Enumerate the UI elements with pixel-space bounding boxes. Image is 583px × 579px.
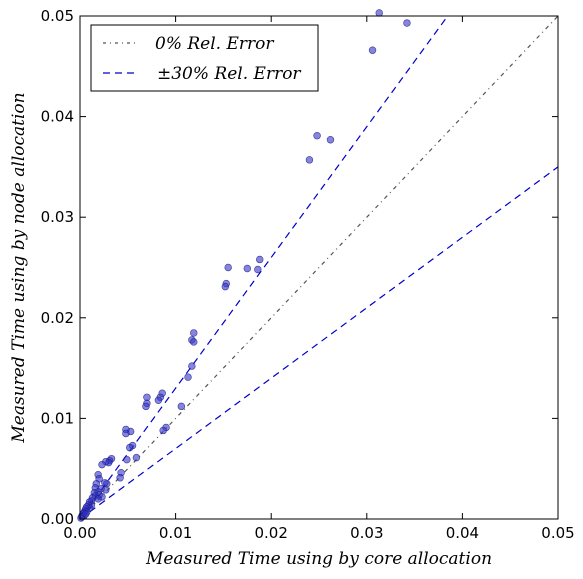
data-point [116, 474, 124, 482]
data-point [123, 455, 131, 464]
data-point [159, 426, 167, 435]
plot-area-frame [79, 15, 559, 520]
data-point [154, 396, 163, 404]
data-points [77, 9, 411, 522]
y-tick-label: 0.04 [41, 108, 74, 126]
y-tick-label: 0.02 [41, 309, 74, 327]
data-point [77, 514, 85, 522]
data-point [375, 9, 383, 17]
legend-label: 0% Rel. Error [155, 34, 274, 54]
data-point [256, 255, 264, 264]
reference-line-1 [80, 16, 449, 519]
x-tick-label: 0.03 [350, 524, 383, 542]
y-tick-label: 0.00 [41, 510, 74, 528]
x-axis-title: Measured Time using by core allocation [145, 549, 492, 569]
data-point [305, 156, 314, 164]
data-point [224, 263, 232, 272]
data-point [98, 460, 106, 469]
data-point [221, 282, 230, 291]
y-tick-label: 0.01 [41, 409, 74, 427]
x-tick-label: 0.02 [254, 524, 287, 542]
data-point [190, 329, 198, 337]
reference-line-0 [80, 16, 558, 519]
data-point [190, 338, 198, 346]
data-point [254, 265, 262, 274]
x-tick-label: 0.00 [63, 524, 96, 542]
legend-box [90, 24, 319, 92]
y-tick-label: 0.05 [41, 7, 74, 25]
data-point [243, 264, 252, 273]
data-point [177, 402, 186, 411]
data-point [132, 453, 141, 462]
data-point [184, 373, 192, 381]
data-point [326, 136, 335, 144]
reference-lines [80, 16, 558, 519]
reference-line-2 [80, 166, 558, 519]
x-tick-label: 0.05 [541, 524, 574, 542]
data-point [101, 479, 109, 487]
y-axis-title: Measured Time using by node allocation [9, 92, 29, 443]
data-point [313, 132, 321, 140]
data-point [368, 46, 377, 54]
data-point [142, 402, 150, 411]
legend-label: ±30% Rel. Error [157, 64, 301, 84]
y-tick-label: 0.03 [41, 208, 74, 226]
x-tick-label: 0.04 [446, 524, 479, 542]
data-point [82, 510, 90, 518]
axis-ticks: 0.00 0.01 0.02 0.03 0.04 0.05 0.00 0.01 0.02 0.03… [41, 7, 575, 542]
legend: 0% Rel. Error ±30% Rel. Error [90, 24, 319, 92]
data-point [188, 362, 196, 370]
x-tick-label: 0.01 [159, 524, 192, 542]
data-point [403, 19, 411, 27]
data-point [122, 429, 130, 438]
data-point [126, 443, 134, 452]
